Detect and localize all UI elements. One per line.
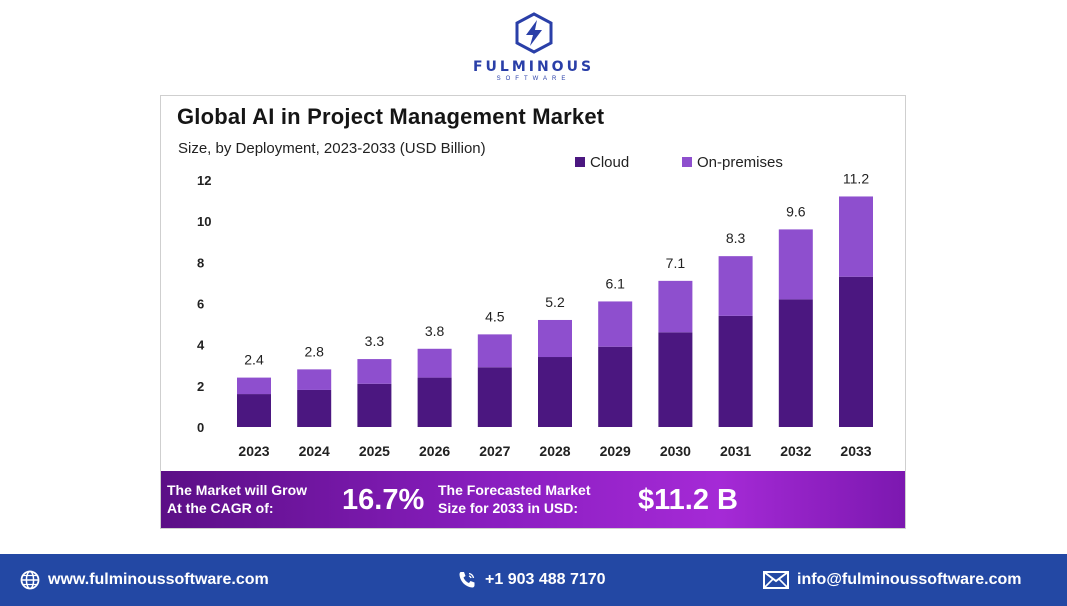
envelope-icon <box>763 571 789 589</box>
y-tick-label: 2 <box>197 379 204 394</box>
bar-cloud-2026 <box>417 377 452 427</box>
bar-cloud-2028 <box>538 357 572 427</box>
bar-on-premises-2025 <box>357 359 392 384</box>
cagr-label-line-2: At the CAGR of: <box>167 500 274 516</box>
x-tick-label: 2024 <box>299 443 330 459</box>
x-tick-label: 2033 <box>840 443 871 459</box>
bar-total-label: 5.2 <box>545 294 565 310</box>
legend-swatch-cloud <box>575 157 585 167</box>
bar-total-label: 8.3 <box>726 230 746 246</box>
phone-text: +1 903 488 7170 <box>485 571 606 588</box>
bar-on-premises-2029 <box>598 301 633 347</box>
brand-tagline: SOFTWARE <box>496 76 571 82</box>
bar-on-premises-2031 <box>718 256 753 316</box>
bar-on-premises-2026 <box>417 348 452 378</box>
x-tick-label: 2028 <box>539 443 570 459</box>
bar-total-label: 9.6 <box>786 203 806 219</box>
chart-subtitle: Size, by Deployment, 2023-2033 (USD Bill… <box>178 140 486 157</box>
bar-total-label: 7.1 <box>666 255 686 271</box>
forecast-label-line-2: Size for 2033 in USD: <box>438 500 579 516</box>
y-tick-label: 10 <box>197 214 211 229</box>
legend-label-on-premises: On-premises <box>697 154 783 171</box>
chart-card: Global AI in Project Management Market S… <box>160 95 906 529</box>
stacked-bar-chart: 0 2 4 6 8 10 12 Cloud On-premises 2.4 2023 2.8 2024 3… <box>197 154 873 459</box>
bar-cloud-2033 <box>839 276 873 427</box>
globe-icon <box>20 570 40 590</box>
bar-total-label: 2.4 <box>244 352 264 368</box>
chart-title: Global AI in Project Management Market <box>177 104 605 129</box>
bar-cloud-2027 <box>477 367 512 427</box>
bar-on-premises-2028 <box>538 319 572 358</box>
x-tick-label: 2031 <box>720 443 751 459</box>
email-text: info@fulminoussoftware.com <box>797 571 1022 588</box>
website-text: www.fulminoussoftware.com <box>48 571 269 588</box>
contact-footer: www.fulminoussoftware.com +1 903 488 717… <box>0 554 1067 606</box>
y-tick-label: 0 <box>197 420 204 435</box>
email-link[interactable]: info@fulminoussoftware.com <box>763 554 1022 606</box>
bar-cloud-2031 <box>718 315 753 427</box>
x-tick-label: 2027 <box>479 443 510 459</box>
phone-link[interactable]: +1 903 488 7170 <box>457 554 606 606</box>
y-tick-label: 4 <box>197 338 205 353</box>
legend-label-cloud: Cloud <box>590 154 629 171</box>
bar-on-premises-2023 <box>237 377 271 395</box>
x-tick-label: 2029 <box>600 443 631 459</box>
bar-total-label: 2.8 <box>304 343 324 359</box>
legend-swatch-on-premises <box>682 157 692 167</box>
bar-cloud-2023 <box>237 394 271 427</box>
bar-on-premises-2030 <box>658 280 693 333</box>
x-tick-label: 2023 <box>238 443 269 459</box>
cagr-value: 16.7% <box>342 484 425 516</box>
bar-total-label: 3.3 <box>365 333 385 349</box>
market-summary-banner: The Market will Grow At the CAGR of: 16.… <box>161 471 905 528</box>
bar-on-premises-2024 <box>297 369 332 390</box>
x-tick-label: 2032 <box>780 443 811 459</box>
x-tick-label: 2030 <box>660 443 691 459</box>
phone-icon <box>459 572 475 588</box>
cagr-label-line-1: The Market will Grow <box>167 482 308 498</box>
website-link[interactable]: www.fulminoussoftware.com <box>20 554 269 606</box>
bar-cloud-2024 <box>297 389 332 427</box>
bar-total-label: 4.5 <box>485 308 505 324</box>
brand-name: FULMINOUS <box>472 59 595 75</box>
bar-total-label: 11.2 <box>843 170 869 186</box>
brand-logo: FULMINOUS SOFTWARE <box>0 12 1067 83</box>
bar-on-premises-2027 <box>477 334 512 368</box>
y-tick-label: 6 <box>197 297 204 312</box>
bar-cloud-2029 <box>598 346 633 427</box>
forecast-label-line-1: The Forecasted Market <box>438 482 591 498</box>
y-tick-label: 12 <box>197 173 211 188</box>
bar-on-premises-2033 <box>839 196 873 277</box>
bar-cloud-2032 <box>778 299 813 427</box>
y-tick-label: 8 <box>197 255 204 270</box>
forecast-value: $11.2 B <box>638 484 738 516</box>
x-tick-label: 2025 <box>359 443 390 459</box>
bar-total-label: 6.1 <box>605 275 625 291</box>
bar-on-premises-2032 <box>778 229 813 300</box>
bar-cloud-2030 <box>658 332 693 427</box>
x-tick-label: 2026 <box>419 443 450 459</box>
bar-total-label: 3.8 <box>425 323 445 339</box>
lightning-hexagon-icon <box>515 12 552 54</box>
bar-cloud-2025 <box>357 383 392 427</box>
